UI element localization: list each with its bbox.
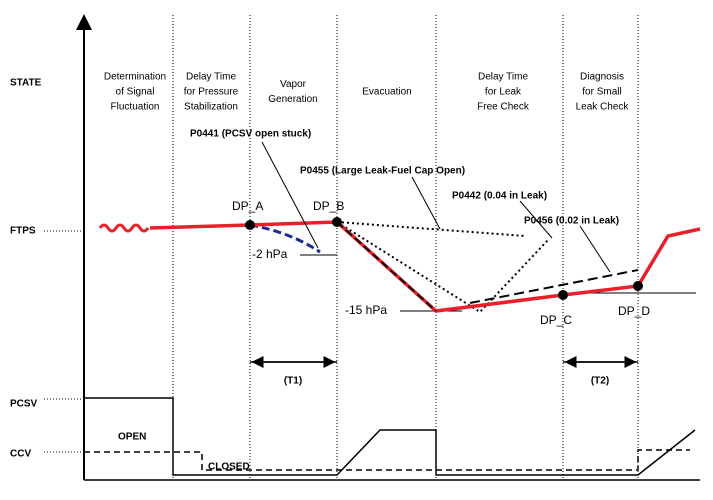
row-label: STATE — [10, 78, 42, 89]
phase-header: Diagnosis — [580, 72, 624, 83]
phase-header: Vapor — [280, 79, 307, 90]
phase-header: Determination — [104, 72, 166, 83]
fault-label: P0442 (0.04 in Leak) — [452, 191, 547, 202]
annotation-leaders — [261, 141, 611, 273]
interval-label: (T2) — [591, 376, 609, 387]
point-label: DP_D — [618, 304, 650, 318]
valve-state: OPEN — [118, 432, 146, 443]
pressure-label: -15 hPa — [345, 303, 387, 317]
phase-header: for Pressure — [184, 87, 239, 98]
row-label: CCV — [10, 449, 31, 460]
phase-header: for Small — [582, 87, 621, 98]
phase-header: Evacuation — [362, 87, 411, 98]
row-label: PCSV — [10, 399, 38, 410]
large-leak-line — [336, 221, 526, 237]
evacuation-dash — [336, 221, 437, 312]
phase-header: Stabilization — [184, 102, 238, 113]
phase-header: of Signal — [116, 87, 155, 98]
point-label: DP_A — [232, 199, 263, 213]
phase-header: Fluctuation — [111, 102, 160, 113]
phase-separators — [172, 15, 639, 478]
phase-header: Leak Check — [576, 102, 630, 113]
phase-header: Delay Time — [478, 72, 528, 83]
row-label: FTPS — [10, 226, 36, 237]
phase-headers: Determination of Signal Fluctuation Delay T… — [104, 72, 630, 113]
leak-004-line — [336, 221, 549, 314]
leak-002-line — [469, 269, 639, 304]
check-points — [245, 217, 643, 300]
interval-label: (T1) — [284, 376, 302, 387]
ccv-signal — [84, 449, 690, 471]
point-label: DP_C — [540, 313, 572, 327]
pressure-label: -2 hPa — [252, 247, 288, 261]
fault-label: P0441 (PCSV open stuck) — [190, 129, 311, 140]
signal-fluctuation — [98, 223, 150, 233]
ftps-line — [149, 220, 701, 313]
valve-state: CLOSED — [208, 462, 250, 473]
phase-header: Generation — [268, 94, 317, 105]
phase-header: Free Check — [477, 102, 530, 113]
phase-header: Delay Time — [186, 72, 236, 83]
fault-label: P0455 (Large Leak-Fuel Cap Open) — [300, 166, 465, 177]
phase-header: for Leak — [485, 87, 522, 98]
fault-label: P0456 (0.02 in Leak) — [524, 216, 619, 227]
point-label: DP_B — [313, 199, 344, 213]
pcsv-signal — [84, 397, 696, 476]
